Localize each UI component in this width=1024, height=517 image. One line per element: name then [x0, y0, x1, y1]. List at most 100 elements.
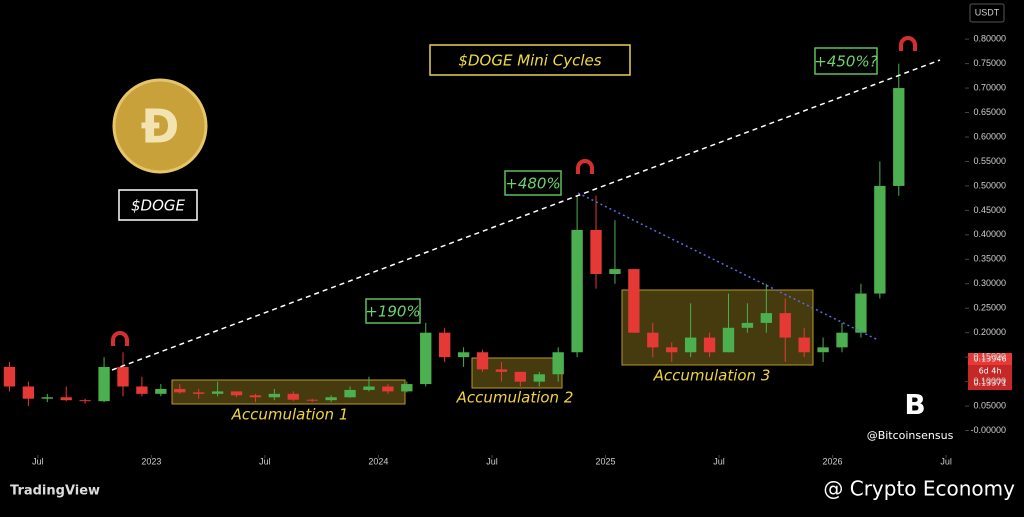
candle-body — [703, 337, 716, 353]
gain-label: +480% — [505, 175, 560, 193]
candle-body — [344, 389, 356, 398]
candle-body — [211, 391, 224, 394]
candle-body — [79, 400, 91, 402]
candle-body — [457, 352, 470, 358]
marks — [3, 63, 905, 407]
y-tick-label: -0.00000 — [970, 425, 1006, 435]
candle-body — [174, 388, 186, 393]
gain-label: +450%? — [814, 53, 877, 71]
candle-body — [590, 229, 602, 274]
zone-label: Accumulation 3 — [653, 367, 771, 385]
watermark: @Bitcoinsensus — [867, 429, 954, 442]
zones — [171, 289, 814, 405]
candle-body — [552, 352, 564, 375]
candle-body — [514, 371, 527, 382]
currency-box — [969, 3, 1005, 23]
y-tick-label: 0.55000 — [973, 156, 1006, 166]
y-tick-label: 0.25000 — [973, 303, 1006, 313]
candle-body — [779, 313, 791, 338]
candle-body — [382, 386, 394, 392]
candle-body — [855, 293, 867, 333]
candle-body — [41, 397, 53, 399]
candle-body — [268, 393, 281, 398]
candle-body — [760, 313, 772, 323]
footer — [0, 470, 1024, 513]
candle-body — [438, 332, 451, 358]
footer-left: TradingView — [10, 484, 100, 499]
candle-body — [98, 366, 110, 402]
candle-body — [287, 393, 299, 400]
candle-body — [666, 347, 678, 353]
candle-body — [741, 322, 754, 328]
candle-body — [533, 374, 545, 382]
zone-label: Accumulation 1 — [231, 406, 349, 424]
currency: USDT — [975, 7, 1000, 17]
candle-body — [684, 337, 697, 353]
x-tick-label: 2023 — [141, 456, 161, 466]
logo-letter: Ð — [141, 100, 180, 154]
candle-body — [22, 386, 35, 399]
chart-title: $DOGE Mini Cycles — [458, 52, 601, 70]
gain-box — [814, 47, 878, 75]
x-tick-label: Jul — [259, 456, 271, 466]
candle-body — [306, 399, 318, 401]
candle-body — [874, 185, 886, 294]
x-tick-label: 2024 — [368, 456, 388, 466]
candle-body — [893, 88, 905, 186]
x-tick-label: Jul — [486, 456, 498, 466]
price-tag — [968, 365, 1012, 390]
y-tick-label: 0.70000 — [973, 82, 1006, 92]
y-tick-label: 0.60000 — [973, 131, 1006, 141]
price-countdown: 6d 4h — [979, 367, 1002, 376]
candle-body — [476, 352, 489, 370]
y-tick-label: 0.80000 — [973, 34, 1006, 44]
candle-body — [155, 388, 167, 394]
trend-line — [111, 59, 941, 371]
zone-box — [171, 379, 406, 405]
logo-box — [118, 189, 198, 221]
y-tick-label: 0.30000 — [973, 278, 1006, 288]
logo-text: $DOGE — [131, 197, 186, 215]
y-tick-label: 0.45000 — [973, 205, 1006, 215]
price-tag — [968, 353, 1012, 365]
price-prev: 0.13371 — [973, 379, 1006, 388]
y-tick-label: 0.75000 — [973, 58, 1006, 68]
candle-body — [609, 269, 621, 274]
candle-body — [3, 366, 16, 387]
footer-right: @ Crypto Economy — [823, 477, 1015, 501]
candle-body — [401, 384, 413, 392]
gain-box — [504, 170, 562, 196]
candle-body — [571, 229, 583, 353]
y-tick-label: 0.05000 — [973, 400, 1006, 410]
y-tick-label: 0.65000 — [973, 107, 1006, 117]
zone-label: Accumulation 2 — [456, 389, 574, 407]
y-tick-label: 0.15000 — [973, 352, 1006, 362]
price-last: 0.13946 — [973, 355, 1006, 364]
candle-body — [363, 386, 375, 390]
y-tick-label: 0.20000 — [973, 327, 1006, 337]
candle-body — [249, 395, 262, 398]
y-tick-label: 0.50000 — [973, 180, 1006, 190]
x-tick-label: Jul — [940, 456, 952, 466]
logo-coin — [112, 78, 208, 174]
gain-label: +190% — [365, 303, 420, 321]
title-box — [429, 44, 631, 76]
candle-body — [495, 369, 508, 372]
gain-box — [365, 298, 421, 324]
magnet-icon — [576, 159, 594, 174]
x-tick-label: 2026 — [823, 456, 843, 466]
magnet-icon — [899, 36, 917, 51]
candle-body — [420, 332, 432, 385]
candle-body — [230, 391, 243, 396]
candle-body — [647, 332, 659, 348]
magnet-icon — [111, 331, 129, 346]
trend-line — [577, 192, 879, 341]
y-tick-label: 0.10000 — [973, 376, 1006, 386]
y-tick-label: 0.35000 — [973, 254, 1006, 264]
candle-body — [836, 332, 848, 348]
y-tick-label: 0.40000 — [973, 229, 1006, 239]
candle-body — [817, 347, 829, 353]
candle-body — [136, 386, 148, 394]
x-tick-label: Jul — [32, 456, 44, 466]
